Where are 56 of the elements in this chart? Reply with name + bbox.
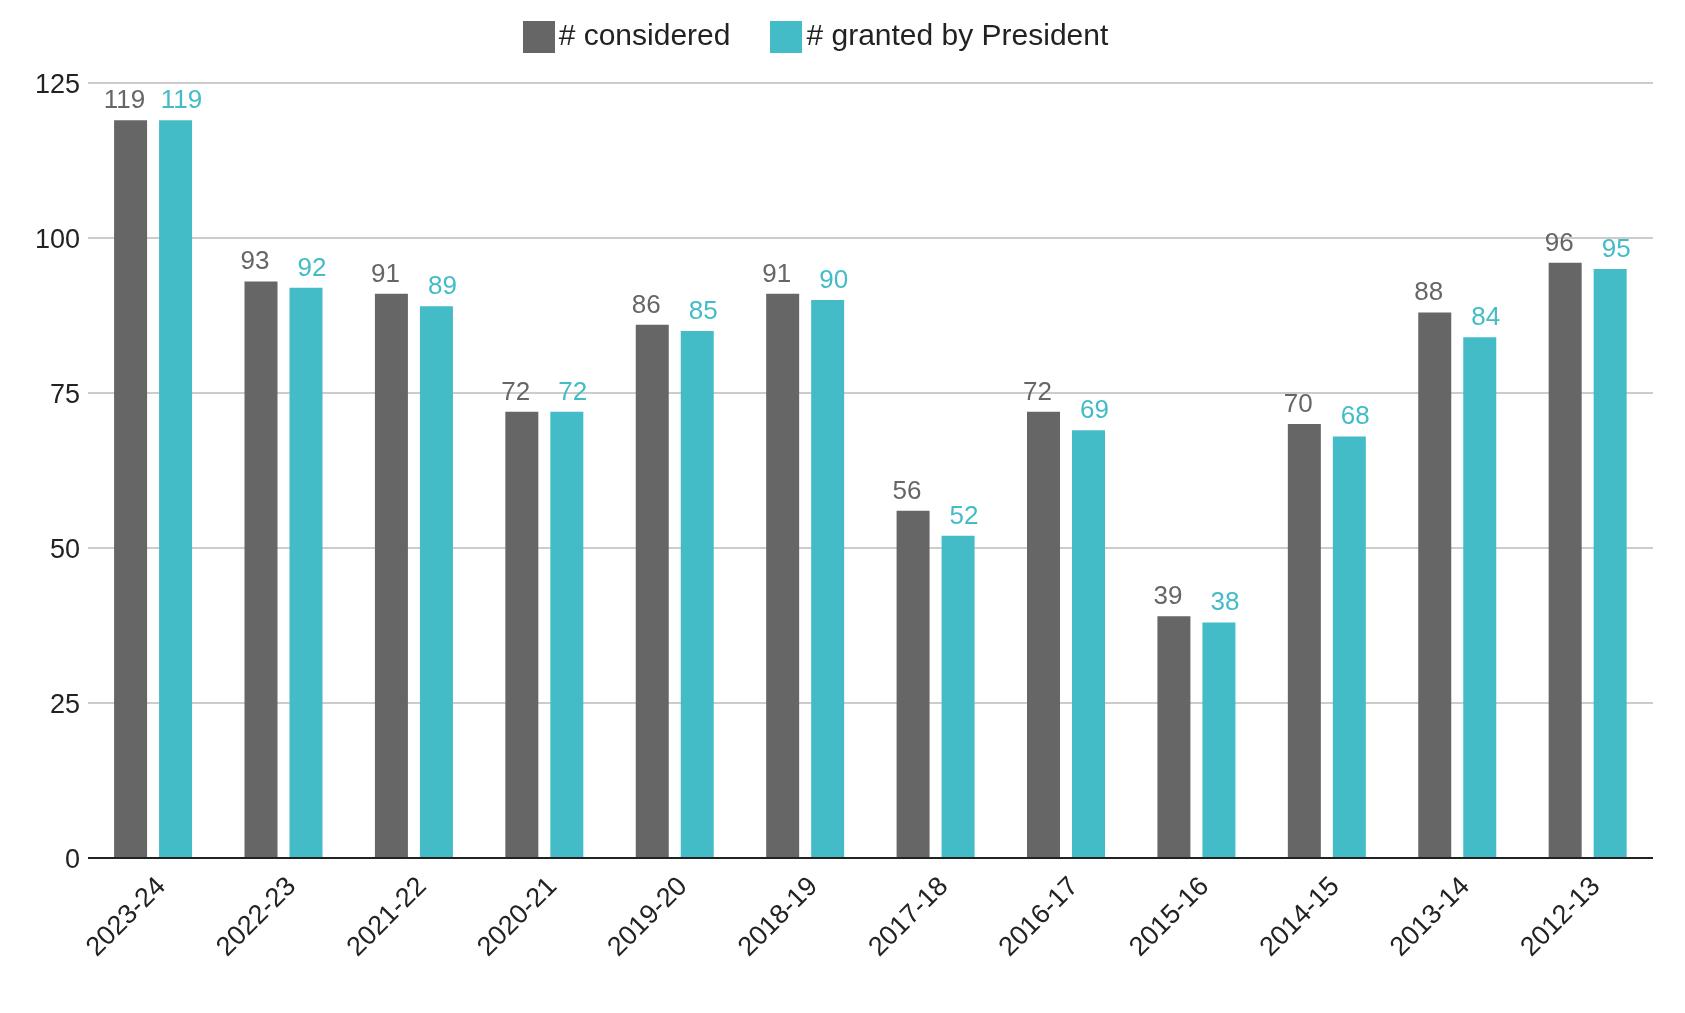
data-label: 91 xyxy=(370,257,400,288)
data-label: 119 xyxy=(160,84,203,115)
bar xyxy=(680,331,714,858)
y-tick-label: 125 xyxy=(34,68,80,99)
data-label: 96 xyxy=(1544,226,1574,257)
y-tick-label: 25 xyxy=(49,688,80,719)
bar xyxy=(374,293,408,858)
data-label: 91 xyxy=(762,257,792,288)
bar xyxy=(896,510,930,858)
data-label: 70 xyxy=(1283,388,1313,419)
data-label: 52 xyxy=(949,499,979,530)
bar xyxy=(1157,616,1191,858)
data-label: 72 xyxy=(558,375,588,406)
bar xyxy=(550,411,584,858)
bar xyxy=(505,411,539,858)
data-label: 95 xyxy=(1601,233,1631,264)
data-label: 56 xyxy=(892,474,922,505)
y-tick-label: 0 xyxy=(64,843,80,874)
bar xyxy=(1463,337,1497,858)
bar xyxy=(289,287,323,858)
bar xyxy=(1072,430,1105,858)
legend-label: # considered xyxy=(558,18,731,51)
data-label: 72 xyxy=(501,375,531,406)
bar xyxy=(1548,262,1582,858)
bar xyxy=(419,306,453,858)
data-label: 119 xyxy=(103,84,146,115)
data-label: 38 xyxy=(1210,586,1240,617)
bar xyxy=(1593,269,1627,858)
data-label: 90 xyxy=(819,264,849,295)
bar xyxy=(766,293,800,858)
data-label: 88 xyxy=(1414,276,1444,307)
data-label: 69 xyxy=(1080,394,1109,425)
y-tick-label: 100 xyxy=(34,223,80,254)
data-label: 89 xyxy=(427,270,457,301)
bar xyxy=(1202,622,1236,858)
bar xyxy=(1418,312,1452,858)
legend-label: # granted by President xyxy=(806,18,1109,51)
data-label: 68 xyxy=(1340,400,1370,431)
data-label: 86 xyxy=(631,288,661,319)
bar xyxy=(635,324,669,858)
bar xyxy=(1027,411,1060,858)
y-tick-label: 75 xyxy=(49,378,80,409)
bar xyxy=(1332,436,1366,858)
bar xyxy=(811,300,845,858)
bar xyxy=(159,120,193,858)
data-label: 72 xyxy=(1023,375,1052,406)
data-label: 84 xyxy=(1471,301,1501,332)
data-label: 93 xyxy=(240,245,270,276)
y-tick-label: 50 xyxy=(49,533,80,564)
data-label: 92 xyxy=(297,251,327,282)
bar xyxy=(244,281,278,858)
data-label: 39 xyxy=(1153,580,1183,611)
data-label: 85 xyxy=(688,295,718,326)
bar xyxy=(1287,424,1321,858)
bar xyxy=(114,120,148,858)
bar xyxy=(941,535,975,858)
